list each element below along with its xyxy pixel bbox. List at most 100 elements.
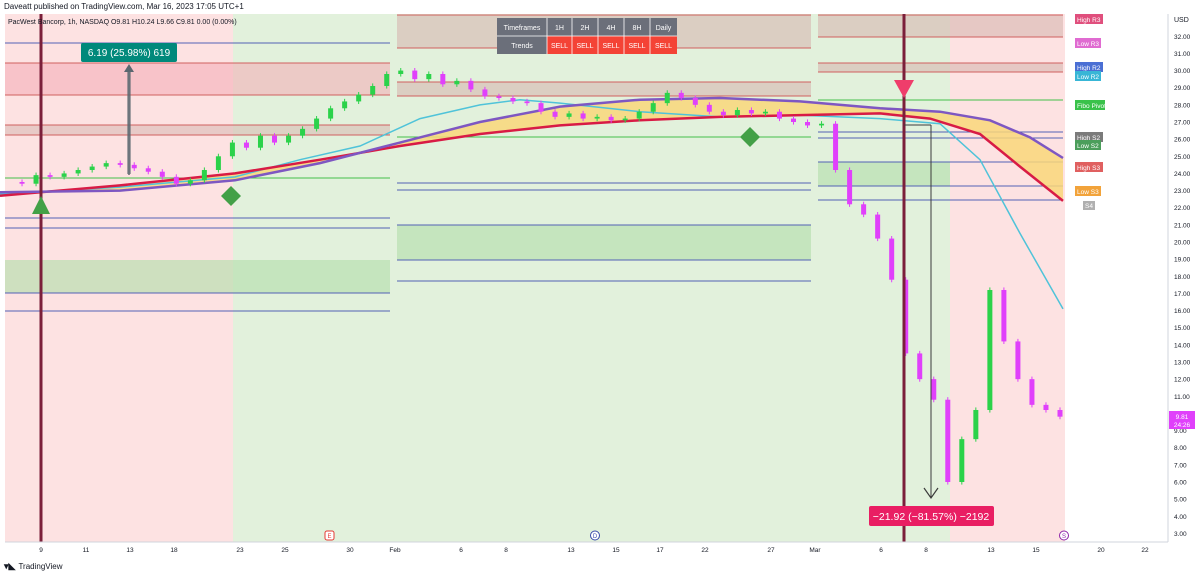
time-tick-label: 9 xyxy=(39,547,43,554)
candle xyxy=(370,86,376,95)
pivot-label-low-s2 xyxy=(1075,140,1101,150)
symbol-legend[interactable]: PacWest Bancorp, 1h, NASDAQ O9.81 H10.24… xyxy=(8,19,237,26)
time-tick-label: 13 xyxy=(987,547,995,554)
price-tick-label: 18.00 xyxy=(1174,274,1191,281)
price-tick-label: 31.00 xyxy=(1174,51,1191,58)
footer-brand: TradingView xyxy=(18,562,63,571)
price-tick-label: 24.00 xyxy=(1174,171,1191,178)
candle xyxy=(594,116,600,119)
candle xyxy=(1043,404,1049,410)
candle xyxy=(272,135,278,143)
candle xyxy=(215,156,221,170)
price-tick-label: 5.00 xyxy=(1174,497,1187,504)
price-tick-label: 20.00 xyxy=(1174,240,1191,247)
price-tick-label: 29.00 xyxy=(1174,85,1191,92)
time-tick-label: 18 xyxy=(170,547,178,554)
pivot-label-low-r3 xyxy=(1075,38,1101,48)
candle xyxy=(496,96,502,98)
candle xyxy=(622,118,628,121)
candle xyxy=(833,123,839,170)
pivot-label-fibo xyxy=(1075,100,1105,110)
trend-value: SELL xyxy=(602,43,619,50)
pivot-zone xyxy=(397,82,811,96)
trend-cell-8h xyxy=(624,36,650,54)
svg-text:S: S xyxy=(1062,534,1066,540)
candle xyxy=(931,379,937,400)
trend-value: SELL xyxy=(576,43,593,50)
last-price-tag xyxy=(1169,411,1195,429)
arrow-down-icon xyxy=(923,487,939,500)
trend-value: SELL xyxy=(655,43,672,50)
candle xyxy=(426,74,432,80)
candle xyxy=(159,171,165,177)
candle xyxy=(903,279,909,354)
last-price: 9.81 xyxy=(1176,414,1189,421)
pivot-label-high-r3 xyxy=(1075,14,1103,24)
candle-layer xyxy=(19,68,1063,485)
candle xyxy=(243,142,249,148)
pivot-label-text: High R3 xyxy=(1077,17,1101,24)
trend-cell-4h xyxy=(598,36,624,54)
event-markers: E D S xyxy=(324,530,1069,541)
table-header: 2H xyxy=(581,25,590,32)
measure-down-label-box xyxy=(869,506,994,526)
pivot-label-text: Low S3 xyxy=(1077,189,1099,196)
price-tick-label: 23.00 xyxy=(1174,188,1191,195)
pivot-zone xyxy=(818,15,1063,37)
price-tick-label: 27.00 xyxy=(1174,120,1191,127)
candle xyxy=(692,98,698,105)
price-axis[interactable]: 3.004.005.006.007.008.009.0010.0011.0012… xyxy=(1174,34,1191,538)
time-tick-label: Mar xyxy=(809,547,821,554)
candle xyxy=(398,70,404,74)
candle xyxy=(762,111,768,114)
candle xyxy=(973,410,979,440)
candle xyxy=(103,163,109,167)
pivot-zone xyxy=(5,125,390,135)
pivot-labels: High R3 Low R3 High R2 Low R2 Fibo Pivot… xyxy=(1075,14,1106,210)
time-axis[interactable]: 9 11 13 18 23 25 30 Feb 6 8 13 15 17 22 27 Mar 6 8 13 15 20 2… xyxy=(39,547,1149,554)
pivot-label-text: Low R3 xyxy=(1077,41,1099,48)
price-chart[interactable]: 6.19 (25.98%) 619 −21.92 (−81.57%) −2192… xyxy=(0,0,1200,561)
trend-table: Timeframes 1H 2H 4H 8H Daily Trends SELL… xyxy=(497,18,677,54)
pivot-label-s4 xyxy=(1083,201,1095,210)
price-tick-label: 28.00 xyxy=(1174,102,1191,109)
candle xyxy=(1001,290,1007,342)
candle xyxy=(748,110,754,114)
pivot-label-text: S4 xyxy=(1085,203,1093,210)
candle xyxy=(580,113,586,119)
measure-down-label: −21.92 (−81.57%) −2192 xyxy=(873,511,990,523)
candle xyxy=(89,166,95,170)
price-tick-label: 21.00 xyxy=(1174,222,1191,229)
price-tick-label: 3.00 xyxy=(1174,531,1187,538)
pivot-lines xyxy=(5,14,1063,312)
footer: ▾◣ TradingView xyxy=(4,561,62,572)
candle xyxy=(61,173,67,177)
candle xyxy=(117,163,123,165)
table-row-label: Trends xyxy=(511,43,533,50)
pivot-label-text: Fibo Pivot xyxy=(1077,103,1106,110)
candle xyxy=(440,74,446,85)
ema-purple-line xyxy=(0,96,1064,194)
trend-cell-daily xyxy=(650,36,677,54)
time-tick-label: Feb xyxy=(389,547,401,554)
candle xyxy=(356,94,362,102)
price-tick-label: 26.00 xyxy=(1174,137,1191,144)
candle xyxy=(19,182,25,184)
diamond-icon xyxy=(740,127,760,147)
candle xyxy=(636,111,642,119)
candle xyxy=(805,122,811,126)
pivot-zone xyxy=(818,162,950,186)
price-tick-label: 7.00 xyxy=(1174,462,1187,469)
measure-up-label: 6.19 (25.98%) 619 xyxy=(88,48,171,59)
candle xyxy=(187,180,193,184)
candle xyxy=(538,103,544,112)
svg-text:D: D xyxy=(593,534,598,540)
diamond-icon xyxy=(221,186,241,206)
candle xyxy=(510,98,516,102)
pivot-zone xyxy=(397,225,811,260)
time-tick-label: 27 xyxy=(767,547,775,554)
time-tick-label: 13 xyxy=(126,547,134,554)
time-tick-label: 8 xyxy=(504,547,508,554)
time-tick-label: 23 xyxy=(236,547,244,554)
dividend-marker xyxy=(590,530,600,541)
